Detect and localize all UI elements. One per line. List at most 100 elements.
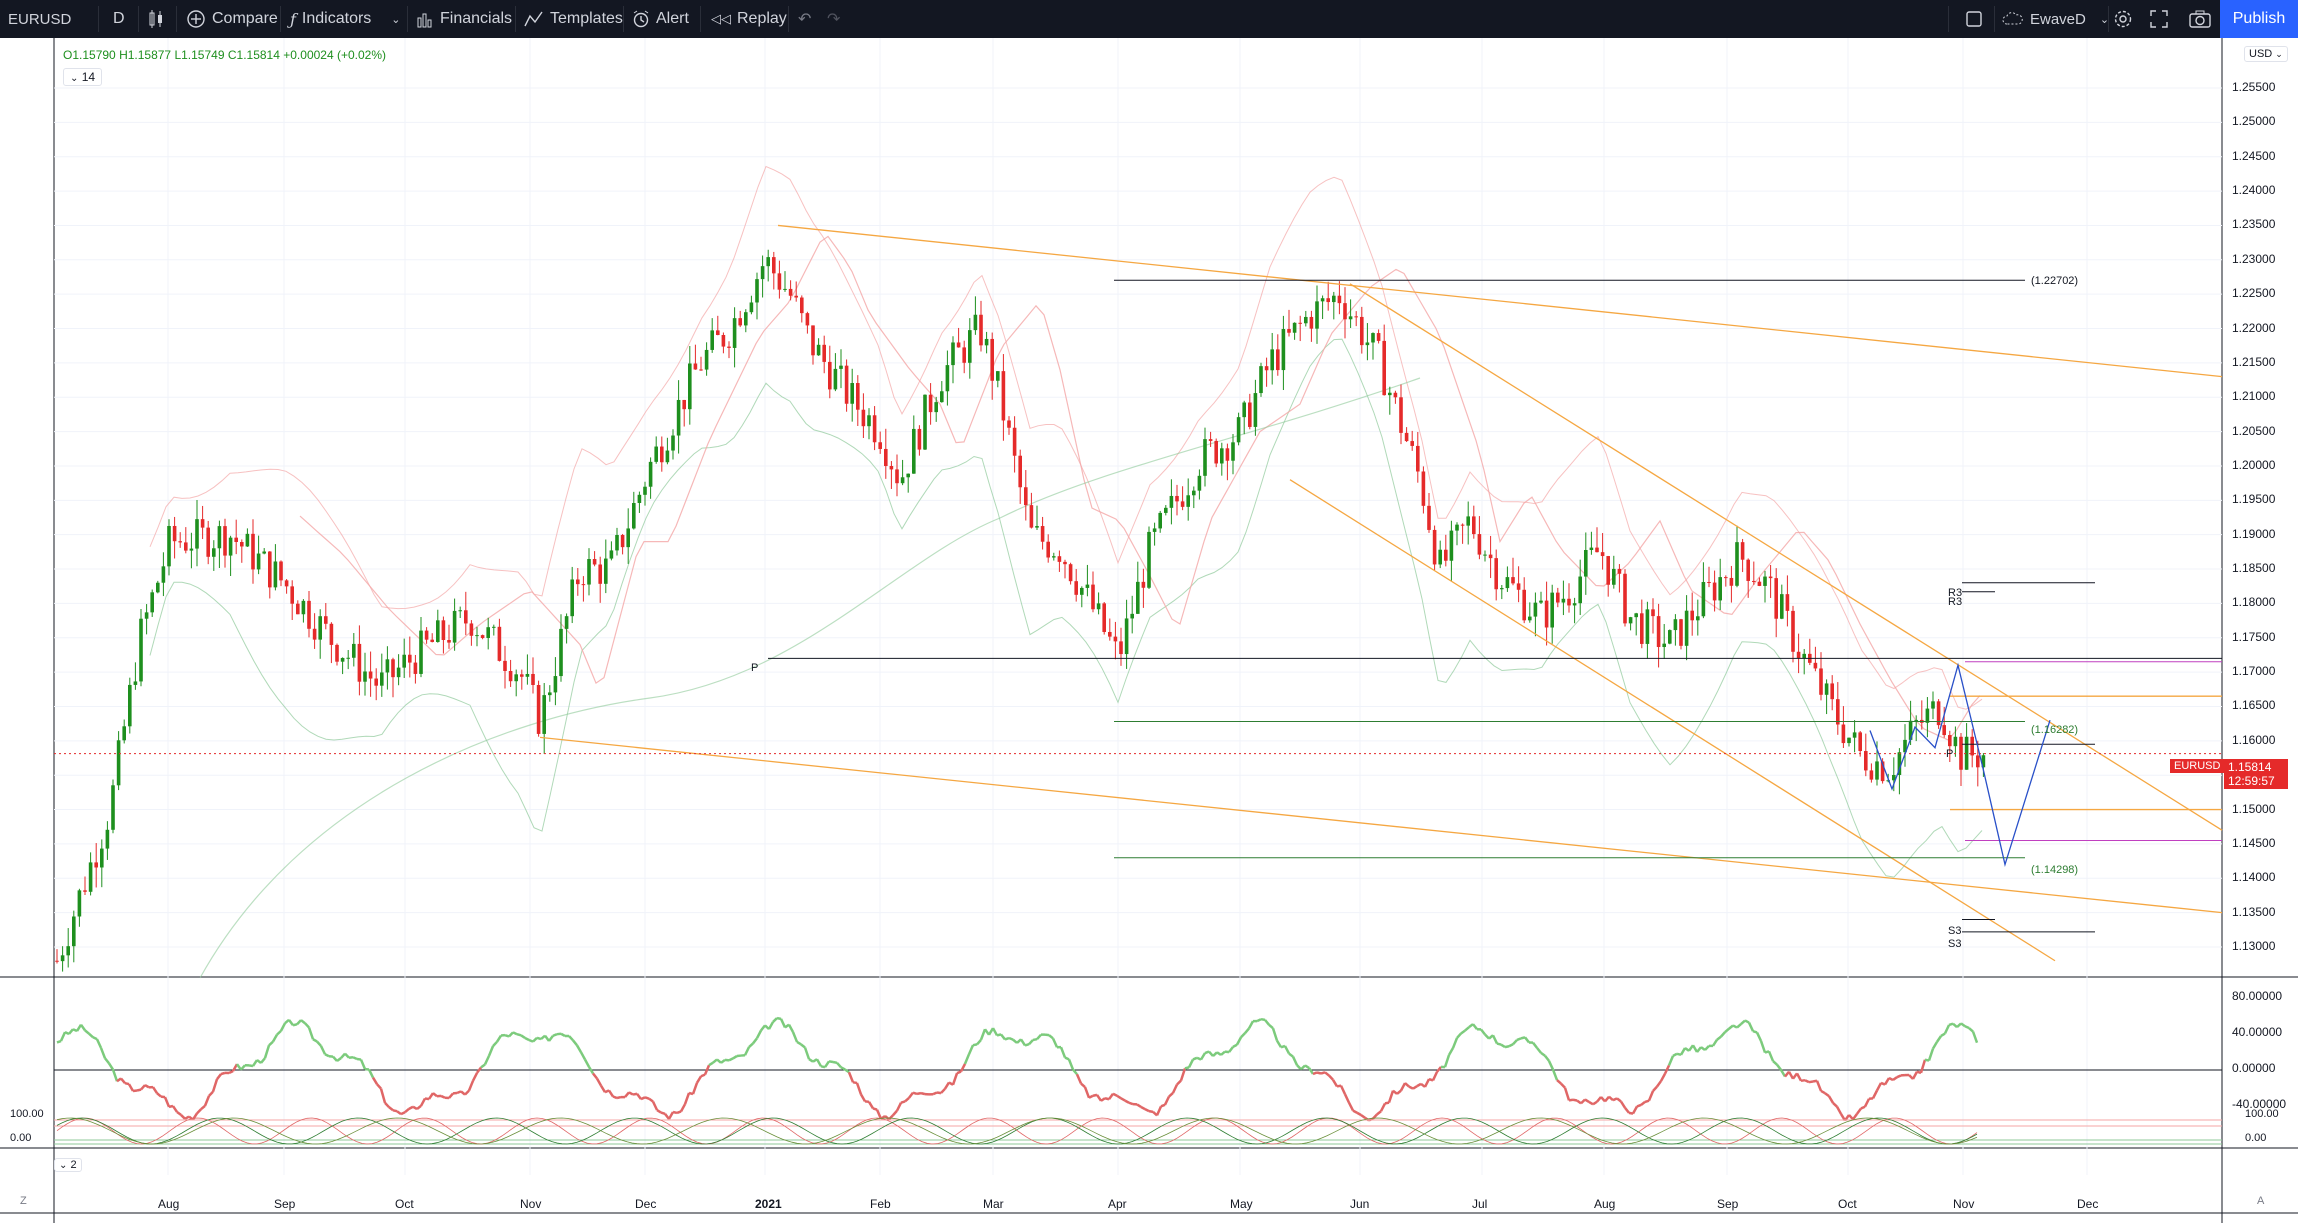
- osc1-segment: [332, 1055, 338, 1062]
- templates-button[interactable]: Templates: [524, 0, 623, 38]
- candle-body: [368, 671, 373, 679]
- candle-body: [391, 659, 395, 678]
- select-layout-button[interactable]: [1965, 0, 1983, 38]
- osc1-segment: [1935, 1035, 1943, 1043]
- candle-body: [234, 537, 238, 543]
- chart-type-button[interactable]: [148, 0, 164, 38]
- symbol-label: EURUSD: [8, 10, 72, 28]
- replay-button[interactable]: ◁◁ Replay: [711, 0, 787, 38]
- osc1-segment: [184, 1115, 190, 1120]
- candle-body: [430, 639, 434, 642]
- osc1-segment: [1808, 1080, 1814, 1084]
- candle-body: [699, 369, 703, 371]
- osc1-segment: [1508, 1043, 1514, 1048]
- candle-body: [1511, 577, 1515, 584]
- osc1-segment: [1943, 1024, 1951, 1035]
- candle-body: [704, 349, 709, 370]
- osc1-segment: [1568, 1098, 1574, 1102]
- osc1-segment: [1580, 1098, 1586, 1105]
- candle-body: [654, 446, 658, 462]
- s3-label-a: S3: [1948, 925, 1962, 937]
- indicators-button[interactable]: ƒ Indicators ⌄: [290, 0, 401, 38]
- osc1-segment: [1392, 1089, 1398, 1095]
- osc1-segment: [136, 1088, 142, 1092]
- level-label-mid[interactable]: (1.16282): [2031, 724, 2079, 736]
- candle-body: [1628, 617, 1633, 624]
- osc1-segment: [852, 1081, 858, 1085]
- time-axis-label: Oct: [1838, 1197, 1857, 1211]
- alert-button[interactable]: Alert: [632, 0, 689, 38]
- time-axis-label: Nov: [1953, 1197, 1975, 1211]
- price-scale-label: 1.22500: [2232, 286, 2276, 301]
- undo-button[interactable]: ↶: [798, 0, 811, 38]
- financials-button[interactable]: Financials: [416, 0, 512, 38]
- chart-canvas[interactable]: [0, 38, 2298, 1223]
- osc1-segment: [419, 1097, 427, 1107]
- candle-body: [553, 676, 558, 693]
- symbol-search[interactable]: EURUSD: [8, 0, 71, 38]
- candle-body: [1348, 316, 1353, 320]
- osc1-segment: [1232, 1043, 1238, 1048]
- osc1-segment: [683, 1092, 691, 1105]
- time-axis-label: Nov: [520, 1197, 542, 1211]
- fullscreen-button[interactable]: [2150, 0, 2168, 38]
- candle-body: [1421, 471, 1426, 506]
- candle-body: [1007, 420, 1011, 428]
- candle-body: [912, 428, 916, 474]
- osc1-segment: [1423, 1078, 1431, 1088]
- publish-button[interactable]: Publish: [2220, 0, 2298, 38]
- compare-button[interactable]: Compare: [186, 0, 278, 38]
- osc1-segment: [1247, 1020, 1255, 1030]
- osc1-segment: [1008, 1036, 1014, 1041]
- osc1-segment: [1616, 1097, 1622, 1103]
- candle-body: [296, 603, 300, 615]
- candle-body: [1068, 564, 1073, 582]
- level-label-top[interactable]: (1.22702): [2031, 275, 2079, 287]
- osc1-segment: [1024, 1043, 1030, 1047]
- osc1-segment: [943, 1081, 951, 1090]
- ohlc-legend: O1.15790 H1.15877 L1.15749 C1.15814 +0.0…: [63, 48, 386, 62]
- osc1-segment: [1551, 1069, 1559, 1081]
- osc1-segment: [1896, 1074, 1902, 1079]
- osc1-segment: [1940, 1032, 1946, 1038]
- osc1-segment: [168, 1104, 174, 1109]
- candle-body: [1466, 516, 1470, 526]
- auto-scale-button[interactable]: A: [2257, 1195, 2265, 1207]
- candle-body: [1080, 587, 1084, 595]
- candle-body: [788, 288, 793, 296]
- settings-button[interactable]: [2113, 0, 2133, 38]
- indicator-legend-toggle[interactable]: ⌄ 14: [63, 68, 103, 86]
- currency-selector[interactable]: USD ⌄: [2244, 46, 2288, 62]
- osc1-segment: [1655, 1080, 1663, 1088]
- redo-button[interactable]: ↷: [827, 0, 840, 38]
- price-scale-label: 1.25500: [2232, 80, 2276, 94]
- chart-area[interactable]: O1.15790 H1.15877 L1.15749 C1.15814 +0.0…: [0, 38, 2298, 1223]
- level-label-low[interactable]: (1.14298): [2031, 864, 2079, 876]
- osc1-segment: [1199, 1052, 1207, 1061]
- candle-body: [402, 654, 406, 668]
- osc1-segment: [1300, 1064, 1306, 1071]
- candle-body: [1645, 609, 1650, 644]
- undo-icon: ↶: [798, 11, 812, 28]
- timezone-button[interactable]: Z: [20, 1195, 27, 1207]
- candle-body: [917, 428, 922, 450]
- candle-body: [1304, 316, 1308, 324]
- osc1-segment: [1396, 1089, 1402, 1095]
- interval-button[interactable]: D: [113, 0, 125, 38]
- candle-body: [1001, 371, 1006, 421]
- osc1-segment: [1880, 1081, 1886, 1086]
- currency-label: USD: [2249, 48, 2273, 60]
- osc2-legend-toggle[interactable]: ⌄ 2: [54, 1158, 82, 1172]
- osc1-segment: [568, 1035, 574, 1042]
- layout-menu-button[interactable]: EwaveD ⌄: [2002, 0, 2109, 38]
- osc1-segment: [1379, 1102, 1387, 1112]
- candle-body: [60, 955, 65, 962]
- osc1-segment: [120, 1077, 126, 1084]
- s3-label-b: S3: [1948, 938, 1962, 950]
- candle-body: [850, 383, 854, 404]
- candle-body: [772, 257, 776, 274]
- candle-body: [732, 318, 737, 348]
- osc1-segment: [180, 1114, 186, 1120]
- osc1-segment: [548, 1034, 554, 1042]
- snapshot-button[interactable]: [2189, 0, 2211, 38]
